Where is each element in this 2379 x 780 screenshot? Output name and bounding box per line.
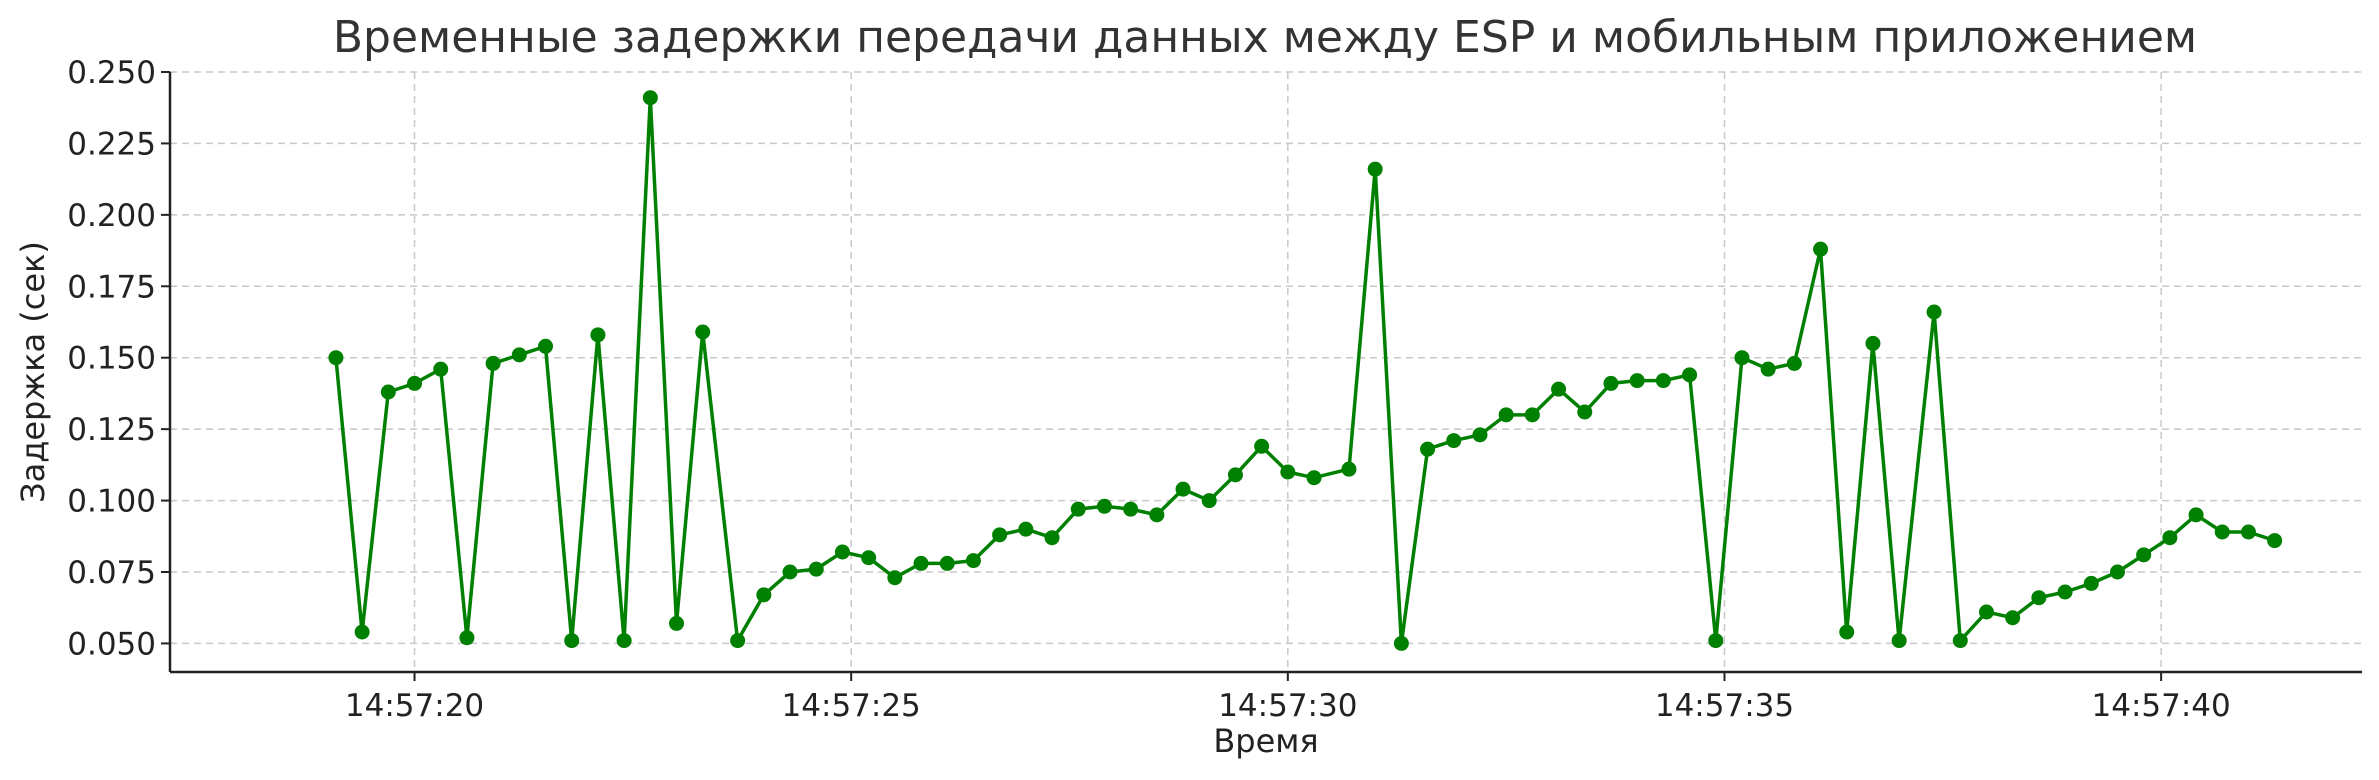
x-tick-label: 14:57:25 (782, 688, 921, 724)
data-point (1682, 367, 1698, 383)
data-point (992, 527, 1008, 543)
data-point (939, 555, 955, 571)
data-point (1551, 381, 1567, 397)
data-point (511, 347, 527, 363)
x-tick-label: 14:57:35 (1655, 688, 1794, 724)
data-point (2267, 533, 2283, 549)
x-tick-label: 14:57:30 (1218, 688, 1357, 724)
data-point (1978, 604, 1994, 620)
data-point (1096, 498, 1112, 514)
data-point (538, 338, 554, 354)
data-point (2109, 564, 2125, 580)
data-point (2214, 524, 2230, 540)
data-point (2188, 507, 2204, 523)
data-point (2031, 590, 2047, 606)
data-point (1891, 633, 1907, 649)
data-point (730, 633, 746, 649)
data-point (2240, 524, 2256, 540)
data-point (1070, 501, 1086, 517)
y-tick-label: 0.175 (67, 269, 156, 305)
x-tick-label: 14:57:20 (345, 688, 484, 724)
data-point (380, 384, 396, 400)
data-point (564, 633, 580, 649)
data-point (1865, 335, 1881, 351)
tick-labels: 0.050 0.075 0.100 0.125 0.150 0.175 0.200 0.225… (67, 55, 2231, 724)
data-point (354, 624, 370, 640)
y-tick-label: 0.150 (67, 341, 156, 377)
data-point (1708, 633, 1724, 649)
data-point (887, 570, 903, 586)
x-axis-label: Время (1213, 722, 1318, 760)
data-point (1813, 241, 1829, 257)
data-point (808, 561, 824, 577)
y-axis-label: Задержка (сек) (14, 241, 52, 503)
data-point (616, 633, 632, 649)
x-tick-label: 14:57:40 (2092, 688, 2231, 724)
data-point (1952, 633, 1968, 649)
data-point (433, 361, 449, 377)
data-point (1760, 361, 1776, 377)
series-line (334, 95, 2276, 646)
data-point (1498, 407, 1514, 423)
grid-lines (170, 71, 2362, 672)
data-point (1367, 161, 1383, 177)
data-point (913, 555, 929, 571)
y-tick-label: 0.200 (67, 198, 156, 234)
data-point (1839, 624, 1855, 640)
data-point (1341, 461, 1357, 477)
data-point (756, 587, 772, 603)
data-point (834, 544, 850, 560)
data-point (1655, 373, 1671, 389)
data-point (328, 350, 344, 366)
data-point (861, 550, 877, 566)
data-point (2162, 530, 2178, 546)
data-point (2083, 575, 2099, 591)
data-point (590, 327, 606, 343)
data-point (1524, 407, 1540, 423)
data-point (1254, 438, 1270, 454)
data-point (2057, 584, 2073, 600)
data-point (1227, 467, 1243, 483)
y-tick-label: 0.125 (67, 412, 156, 448)
data-point (459, 630, 475, 646)
data-point (1018, 521, 1034, 537)
data-point (782, 564, 798, 580)
data-point (1629, 373, 1645, 389)
data-point (695, 324, 711, 340)
data-point (2136, 547, 2152, 563)
data-point (1603, 375, 1619, 391)
data-point (407, 375, 423, 391)
y-tick-label: 0.050 (67, 626, 156, 662)
data-point (1472, 427, 1488, 443)
data-point (1926, 304, 1942, 320)
data-point (1577, 404, 1593, 420)
data-point (1201, 493, 1217, 509)
data-point (1446, 433, 1462, 449)
data-point (1175, 481, 1191, 497)
data-point (1734, 350, 1750, 366)
y-tick-label: 0.250 (67, 55, 156, 91)
data-point (1420, 441, 1436, 457)
data-point (1044, 530, 1060, 546)
data-point (1786, 355, 1802, 371)
data-point (642, 90, 658, 106)
data-point (669, 615, 685, 631)
data-point (965, 553, 981, 569)
chart-title: Временные задержки передачи данных между… (333, 12, 2197, 63)
y-tick-label: 0.225 (67, 126, 156, 162)
data-point (1306, 470, 1322, 486)
series-delay (328, 90, 2283, 651)
data-point (1280, 464, 1296, 480)
data-point (1123, 501, 1139, 517)
data-point (485, 355, 501, 371)
axes (168, 72, 2362, 674)
y-tick-label: 0.100 (67, 484, 156, 520)
data-point (1393, 635, 1409, 651)
data-point (1149, 507, 1165, 523)
y-tick-label: 0.075 (67, 555, 156, 591)
data-point (2005, 610, 2021, 626)
